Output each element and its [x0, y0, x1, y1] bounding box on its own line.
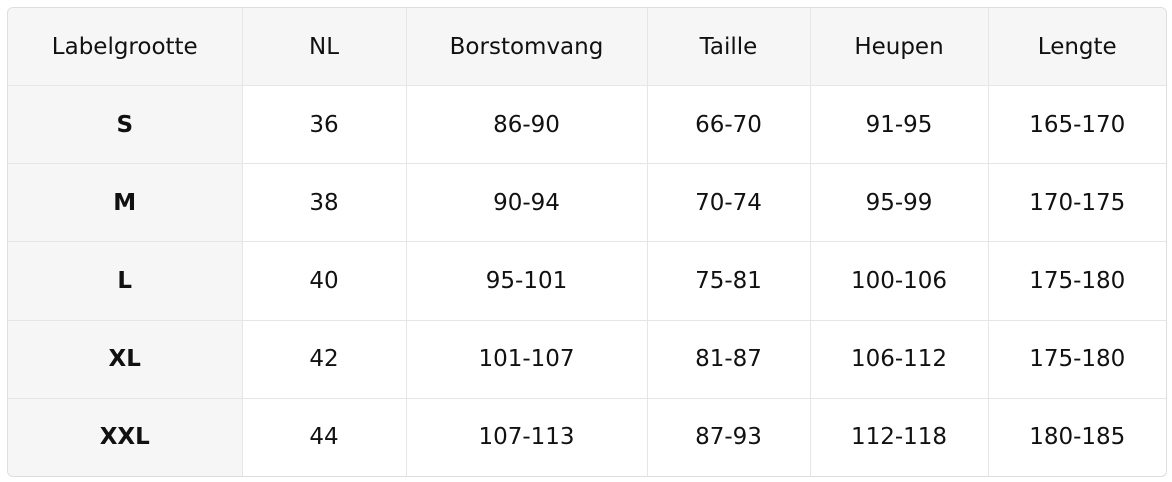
table-row: S 36 86-90 66-70 91-95 165-170 [8, 84, 1166, 165]
size-table-container: Labelgrootte NL Borstomvang Taille Heupen Len… [7, 7, 1167, 477]
table-cell: 86-90 [405, 84, 648, 165]
header-cell: Heupen [809, 8, 989, 86]
table-row: XL 42 101-107 81-87 106-112 175-180 [8, 319, 1166, 399]
table-cell: 180-185 [987, 397, 1166, 476]
table-cell: 101-107 [405, 319, 648, 399]
size-label-cell: XXL [8, 397, 243, 476]
table-cell: 42 [241, 319, 407, 399]
table-body: S 36 86-90 66-70 91-95 165-170 M 38 90-94 70-74 95… [8, 84, 1166, 476]
table-cell: 95-99 [809, 163, 989, 243]
table-row: XXL 44 107-113 87-93 112-118 180-185 [8, 397, 1166, 476]
table-cell: 90-94 [405, 163, 648, 243]
table-cell: 106-112 [809, 319, 989, 399]
table-row: L 40 95-101 75-81 100-106 175-180 [8, 241, 1166, 321]
table-cell: 107-113 [405, 397, 648, 476]
table-cell: 100-106 [809, 241, 989, 321]
size-label-cell: XL [8, 319, 243, 399]
size-label-cell: S [8, 84, 243, 165]
header-cell: Borstomvang [405, 8, 648, 86]
header-row: Labelgrootte NL Borstomvang Taille Heupen Len… [8, 8, 1166, 86]
size-table: Labelgrootte NL Borstomvang Taille Heupen Len… [8, 8, 1166, 476]
table-cell: 38 [241, 163, 407, 243]
table-cell: 36 [241, 84, 407, 165]
table-cell: 66-70 [646, 84, 811, 165]
table-cell: 70-74 [646, 163, 811, 243]
table-cell: 44 [241, 397, 407, 476]
table-cell: 81-87 [646, 319, 811, 399]
size-label-cell: M [8, 163, 243, 243]
table-cell: 112-118 [809, 397, 989, 476]
header-cell: Lengte [987, 8, 1166, 86]
table-cell: 170-175 [987, 163, 1166, 243]
table-cell: 165-170 [987, 84, 1166, 165]
table-cell: 95-101 [405, 241, 648, 321]
table-cell: 91-95 [809, 84, 989, 165]
header-cell: Labelgrootte [8, 8, 243, 86]
table-cell: 87-93 [646, 397, 811, 476]
table-cell: 75-81 [646, 241, 811, 321]
size-label-cell: L [8, 241, 243, 321]
table-cell: 175-180 [987, 319, 1166, 399]
header-cell: NL [241, 8, 407, 86]
table-cell: 175-180 [987, 241, 1166, 321]
table-row: M 38 90-94 70-74 95-99 170-175 [8, 163, 1166, 243]
table-cell: 40 [241, 241, 407, 321]
header-cell: Taille [646, 8, 811, 86]
